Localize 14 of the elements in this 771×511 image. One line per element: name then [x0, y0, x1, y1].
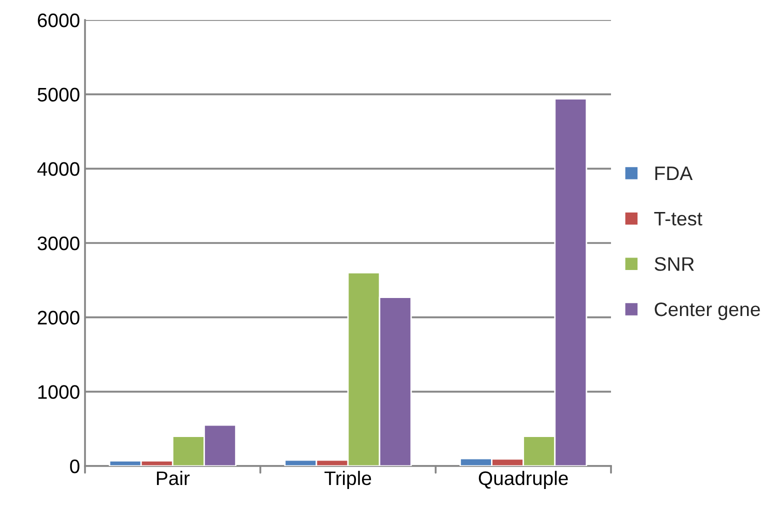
y-tick-label: 3000 — [38, 236, 80, 250]
y-tick-label: 5000 — [38, 88, 80, 102]
legend-label: Center gene — [654, 302, 760, 320]
x-tick-label: Pair — [156, 470, 190, 486]
y-tick-label: 0 — [70, 459, 80, 474]
y-tick-label: 6000 — [38, 13, 80, 28]
legend-label: SNR — [654, 257, 694, 271]
x-tick-label: Triple — [324, 470, 372, 489]
y-tick-label: 4000 — [37, 162, 80, 176]
x-tick-label: Quadruple — [478, 470, 568, 489]
legend-label: T-test — [654, 212, 702, 226]
legend-label: FDA — [655, 166, 693, 180]
y-tick-label: 2000 — [38, 310, 80, 325]
y-tick-label: 1000 — [38, 385, 80, 399]
